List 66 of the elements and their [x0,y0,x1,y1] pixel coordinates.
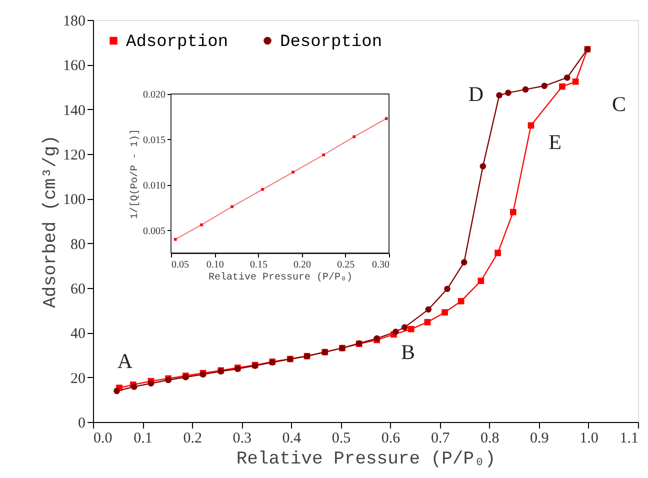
point [114,388,120,394]
point [401,324,408,330]
point [528,122,534,129]
legend-label: Desorption [280,32,382,52]
y-tick-label: 60 [70,282,86,298]
x-tick-label: 0.9 [530,430,549,446]
x-axis-title: Relative Pressure (P/P₀) [236,450,496,470]
point [522,86,529,93]
x-tick-label: 0.7 [430,430,450,446]
y-tick-label: 180 [63,14,86,30]
x-tick-label: 0.6 [381,430,401,446]
x-tick-label: 0.25 [337,260,355,270]
x-tick-label: 0.1 [134,430,152,446]
x-tick-label: 0.2 [183,430,202,446]
point [572,78,579,85]
y-tick-label: 0.010 [143,180,166,192]
x-tick-label: 0.0 [94,430,112,446]
point [480,163,486,170]
x-tick-label: 0.8 [480,430,500,446]
point [564,74,570,81]
point [444,286,450,292]
x-tick-label: 0.30 [372,260,390,270]
y-tick-label: 20 [70,370,86,387]
point [458,298,464,304]
y-tick-label: 0.005 [143,226,166,237]
legend-label: Adsorption [126,32,228,52]
point [424,319,431,326]
y-tick-label: 100 [63,192,86,208]
x-tick-label: 0.4 [282,430,302,446]
x-tick-label: 0.15 [250,260,268,270]
x-axis-title: Relative Pressure (P/P₀) [208,272,353,284]
y-tick-label: 40 [70,326,86,342]
point [494,250,501,256]
x-tick-label: 0.20 [294,260,312,270]
point [442,309,448,316]
y-axis-title: Adsorbed (cm³/g) [41,135,61,308]
point [478,278,484,284]
x-tick-label: 0.10 [206,260,224,270]
point [408,326,414,332]
x-tick-label: 0.05 [172,260,189,270]
y-tick-label: 0.020 [143,90,166,100]
y-tick-label: 120 [63,148,86,164]
point [559,83,566,90]
annotation: C [612,92,626,116]
y-tick-label: 140 [63,102,86,119]
annotation: A [117,349,134,373]
point [148,380,154,387]
x-tick-label: 1.0 [580,430,598,446]
y-tick-label: 0.015 [143,134,166,146]
y-axis-title: 1/[Q(Po/P - 1)] [129,128,141,220]
y-tick-label: 80 [70,236,86,253]
point [425,306,432,313]
point [460,259,468,266]
annotation: E [548,130,562,154]
annotation: B [400,340,416,364]
x-tick-label: 0.5 [332,430,351,446]
point [392,328,399,335]
point [541,82,548,90]
point [505,90,512,96]
y-tick-label: 160 [63,58,86,74]
annotation: D [468,82,484,106]
y-tick-label: 0 [78,416,86,432]
point [510,208,516,216]
x-tick-label: 0.3 [232,430,252,446]
point [496,92,502,98]
x-tick-label: 1.1 [620,430,638,446]
